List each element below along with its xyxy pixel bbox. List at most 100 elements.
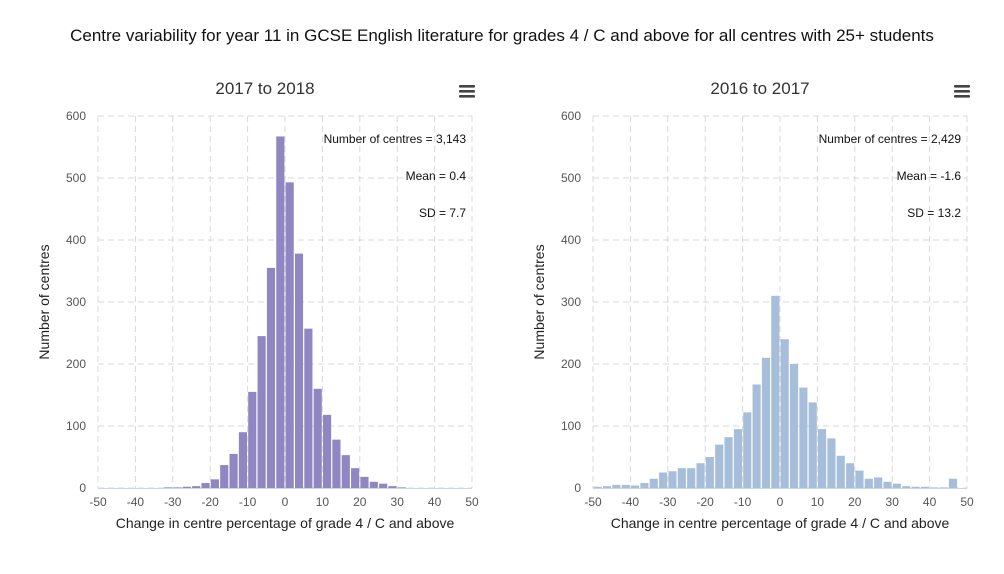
stat-annotation: Number of centres = 3,143 xyxy=(324,132,467,146)
histogram-bar[interactable] xyxy=(846,463,855,488)
histogram-bar[interactable] xyxy=(799,387,808,488)
histogram-bar[interactable] xyxy=(201,483,210,488)
histogram-bar[interactable] xyxy=(761,357,771,488)
histogram-bar[interactable] xyxy=(379,483,388,488)
histogram-bar[interactable] xyxy=(640,483,649,488)
x-tick-label: 20 xyxy=(848,495,862,509)
x-tick-label: -40 xyxy=(127,495,145,509)
histogram-bar[interactable] xyxy=(397,487,406,488)
histogram-bar[interactable] xyxy=(182,486,191,488)
histogram-bar[interactable] xyxy=(313,388,322,488)
x-tick-label: 0 xyxy=(777,495,784,509)
histogram-bar[interactable] xyxy=(649,478,658,488)
histogram-bar[interactable] xyxy=(939,487,948,488)
x-tick-label: 50 xyxy=(960,495,974,509)
x-tick-label: -20 xyxy=(697,495,715,509)
x-tick-label: 0 xyxy=(282,495,289,509)
y-axis-label: Number of centres xyxy=(531,244,547,359)
histogram-bar[interactable] xyxy=(911,486,920,488)
histogram-bar[interactable] xyxy=(612,484,621,488)
histogram-bar[interactable] xyxy=(920,486,929,488)
histogram-bar[interactable] xyxy=(668,471,677,488)
histogram-bar[interactable] xyxy=(351,468,360,488)
histogram-bar[interactable] xyxy=(789,364,799,488)
histogram-bar[interactable] xyxy=(238,432,247,488)
histogram-bar[interactable] xyxy=(892,483,901,488)
histogram-bar[interactable] xyxy=(808,402,817,488)
histogram-bar[interactable] xyxy=(602,486,612,488)
y-tick-label: 600 xyxy=(66,109,86,123)
histogram-bar[interactable] xyxy=(323,414,332,488)
histogram-bar[interactable] xyxy=(220,465,229,488)
chart-title: 2016 to 2017 xyxy=(710,79,809,98)
y-tick-label: 500 xyxy=(66,171,86,185)
stat-annotation: Mean = -1.6 xyxy=(897,169,962,183)
histogram-bar[interactable] xyxy=(593,486,602,488)
x-tick-label: 50 xyxy=(465,495,479,509)
chart-menu-icon[interactable] xyxy=(952,83,972,101)
histogram-bar[interactable] xyxy=(874,477,883,488)
histogram-bar[interactable] xyxy=(733,429,742,488)
histogram-bar[interactable] xyxy=(229,453,238,488)
histogram-bar[interactable] xyxy=(827,438,836,488)
x-tick-label: 40 xyxy=(428,495,442,509)
histogram-bar[interactable] xyxy=(752,384,761,488)
chart-menu-icon[interactable] xyxy=(457,83,477,101)
x-axis-label: Change in centre percentage of grade 4 /… xyxy=(116,515,455,531)
histogram-bar[interactable] xyxy=(248,391,257,488)
histogram-bar[interactable] xyxy=(304,328,313,488)
histogram-bar[interactable] xyxy=(631,485,640,488)
histogram-bar[interactable] xyxy=(369,481,378,488)
histogram-bar[interactable] xyxy=(724,437,733,488)
x-tick-label: -30 xyxy=(164,495,182,509)
histogram-bar[interactable] xyxy=(855,470,864,488)
x-tick-label: -10 xyxy=(239,495,257,509)
x-axis-label: Change in centre percentage of grade 4 /… xyxy=(611,515,950,531)
histogram-bar[interactable] xyxy=(192,486,201,488)
histogram-bar[interactable] xyxy=(902,486,911,488)
y-tick-label: 600 xyxy=(561,109,581,123)
histogram-bar[interactable] xyxy=(687,468,696,488)
histogram-bar[interactable] xyxy=(705,457,714,488)
stat-annotation: SD = 13.2 xyxy=(907,206,961,220)
x-tick-label: 30 xyxy=(391,495,405,509)
x-tick-label: -40 xyxy=(622,495,640,509)
y-tick-label: 500 xyxy=(561,171,581,185)
histogram-bar[interactable] xyxy=(332,439,341,488)
histogram-bar[interactable] xyxy=(659,472,668,489)
histogram-bar[interactable] xyxy=(360,476,369,488)
chart-title: 2017 to 2018 xyxy=(215,79,314,98)
y-tick-label: 200 xyxy=(561,357,581,371)
histogram-bar[interactable] xyxy=(771,295,780,488)
y-tick-label: 0 xyxy=(79,481,86,495)
histogram-bar[interactable] xyxy=(285,182,294,488)
histogram-bar[interactable] xyxy=(818,429,827,488)
histogram-bar[interactable] xyxy=(948,478,958,488)
stat-annotation: Number of centres = 2,429 xyxy=(819,132,962,146)
histogram-bar[interactable] xyxy=(836,455,845,488)
histogram-bar[interactable] xyxy=(276,136,285,488)
histogram-bar[interactable] xyxy=(164,487,173,488)
histogram-bar[interactable] xyxy=(743,412,752,488)
histogram-bar[interactable] xyxy=(257,336,266,488)
histogram-bar[interactable] xyxy=(864,478,873,488)
histogram-bar[interactable] xyxy=(696,463,705,488)
histogram-bar[interactable] xyxy=(780,339,789,488)
histogram-bar[interactable] xyxy=(883,481,892,488)
histogram-bar[interactable] xyxy=(621,484,630,488)
histogram-bar[interactable] xyxy=(677,468,686,488)
x-tick-label: 30 xyxy=(886,495,900,509)
histogram-bar[interactable] xyxy=(388,486,397,488)
histogram-bar[interactable] xyxy=(173,487,182,488)
histogram-bar[interactable] xyxy=(341,455,350,488)
histogram-bar[interactable] xyxy=(210,479,219,488)
x-tick-label: 40 xyxy=(923,495,937,509)
histogram-bar[interactable] xyxy=(930,487,939,488)
histogram-bar[interactable] xyxy=(266,267,276,488)
y-tick-label: 400 xyxy=(66,233,86,247)
histogram-bar[interactable] xyxy=(294,253,304,488)
histogram-bar[interactable] xyxy=(715,444,724,488)
y-axis-label: Number of centres xyxy=(36,244,52,359)
